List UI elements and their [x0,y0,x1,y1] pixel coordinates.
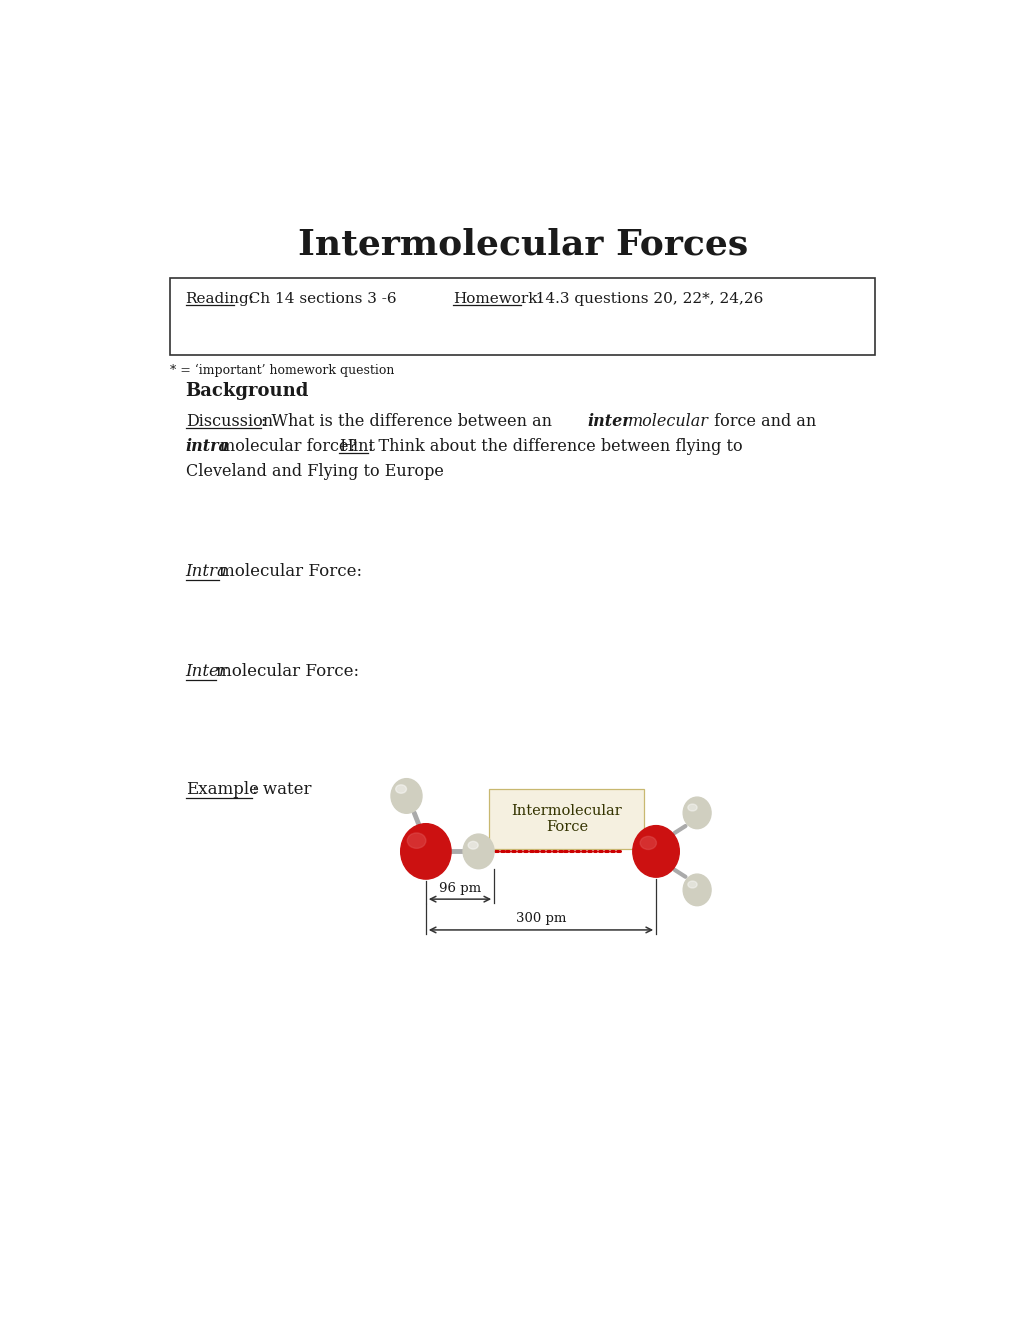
Ellipse shape [468,841,478,849]
Text: Reading:: Reading: [185,292,255,306]
Text: molecular Force:: molecular Force: [216,663,359,680]
Ellipse shape [390,779,422,813]
Text: Ch 14 sections 3 -6: Ch 14 sections 3 -6 [234,292,396,306]
Text: 96 pm: 96 pm [438,882,481,895]
Text: : Think about the difference between flying to: : Think about the difference between fly… [368,438,742,455]
Text: Background: Background [185,381,309,400]
Text: molecular force?: molecular force? [219,438,362,455]
Text: force and an: force and an [708,413,815,429]
Text: : What is the difference between an: : What is the difference between an [261,413,556,429]
Ellipse shape [463,834,493,869]
Ellipse shape [400,824,450,879]
Text: Hint: Hint [338,438,375,455]
Text: Intermolecular
Force: Intermolecular Force [512,804,622,834]
Text: molecular Force:: molecular Force: [219,562,362,579]
Ellipse shape [640,837,656,850]
FancyBboxPatch shape [170,277,874,355]
Text: Example: Example [185,780,259,797]
Text: 14.3 questions 20, 22*, 24,26: 14.3 questions 20, 22*, 24,26 [521,292,763,306]
Ellipse shape [407,833,426,849]
Text: Discussion: Discussion [185,413,272,429]
Text: 300 pm: 300 pm [516,912,566,925]
Ellipse shape [687,804,696,810]
Ellipse shape [632,825,679,878]
Text: * = ‘important’ homework question: * = ‘important’ homework question [170,364,394,378]
FancyBboxPatch shape [489,789,644,849]
Text: Homework:: Homework: [452,292,542,306]
Text: Intermolecular Forces: Intermolecular Forces [298,228,747,261]
Text: : water: : water [252,780,311,797]
Ellipse shape [683,797,710,829]
Ellipse shape [683,874,710,906]
Text: molecular: molecular [628,413,708,429]
Ellipse shape [687,880,696,888]
Text: intra: intra [185,438,229,455]
Text: Intra: Intra [185,562,227,579]
Text: inter: inter [587,413,630,429]
Ellipse shape [395,785,407,793]
Text: Inter: Inter [185,663,227,680]
Text: Cleveland and Flying to Europe: Cleveland and Flying to Europe [185,463,443,480]
